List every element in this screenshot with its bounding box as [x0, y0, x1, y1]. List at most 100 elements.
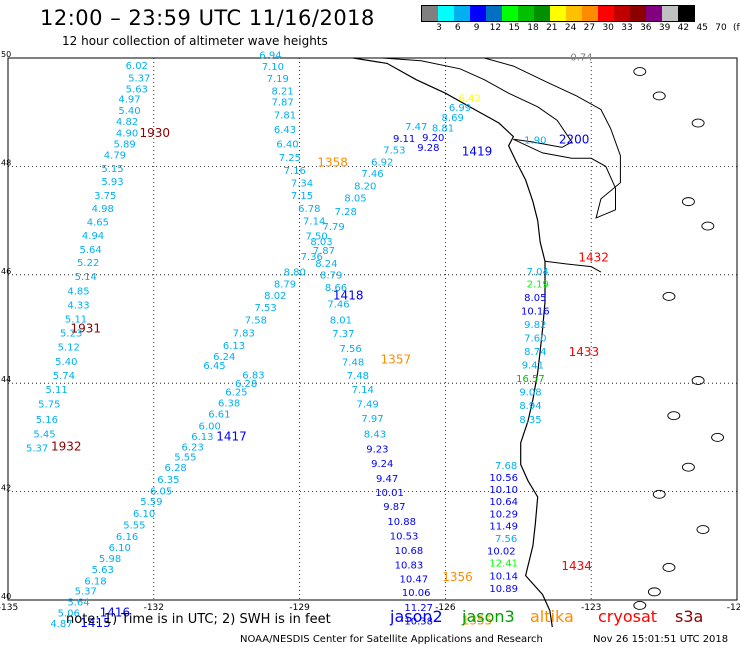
swh-value: 7.97: [361, 414, 383, 425]
swh-value: 7.49: [357, 400, 379, 411]
lat-tick-label: 44: [1, 375, 11, 384]
swh-value: 8.81: [432, 124, 454, 135]
footer-timestamp: Nov 26 15:01:51 UTC 2018: [593, 634, 729, 645]
lat-tick-label: 48: [1, 158, 11, 167]
swh-value: 9.23: [366, 445, 388, 456]
swh-value: 7.48: [342, 357, 364, 368]
swh-value: 10.01: [375, 488, 404, 499]
pass-time-label: 1417: [216, 430, 247, 444]
swh-value: 10.68: [395, 546, 424, 557]
inland-lake: [691, 118, 705, 128]
legend-swatch: [518, 6, 534, 21]
swh-value: 8.05: [524, 293, 546, 304]
legend-label: 45: [696, 23, 708, 33]
swh-value: 7.58: [245, 316, 267, 327]
pass-time-label: 1358: [317, 155, 348, 169]
swh-value: 5.74: [53, 371, 75, 382]
swh-value: 6.13: [191, 432, 213, 443]
swh-value: 6.02: [126, 61, 148, 72]
swh-value: 7.36: [301, 252, 323, 263]
legend-swatch: [454, 6, 470, 21]
swh-value: 5.45: [33, 429, 55, 440]
swh-value: 6.13: [223, 341, 245, 352]
inland-lake: [696, 525, 710, 534]
lon-tick-label: -123: [581, 603, 601, 613]
lat-tick-label: 42: [1, 484, 11, 493]
swh-value: 7.68: [495, 461, 517, 472]
swh-value: 10.64: [489, 497, 518, 508]
swh-value: 5.98: [99, 554, 121, 565]
mission-jason3-label: jason3: [462, 607, 515, 626]
legend-label: 70: [715, 23, 727, 33]
legend-swatch: [662, 6, 678, 21]
swh-value: 4.79: [104, 150, 126, 161]
swh-value: 6.78: [298, 204, 320, 215]
swh-value: 6.40: [276, 139, 298, 150]
swh-value: 7.15: [291, 191, 313, 202]
swh-value: 5.22: [77, 258, 99, 269]
swh-value: 4.98: [92, 204, 114, 215]
pass-time-label: 1432: [578, 250, 609, 264]
swh-value: 8.80: [284, 267, 306, 278]
swh-value: 16.57: [516, 374, 545, 385]
legend-label: 39: [658, 23, 671, 33]
swh-value: 10.29: [489, 510, 518, 521]
swh-value: 6.18: [84, 576, 106, 587]
swh-value: 5.75: [38, 400, 60, 411]
map-subtitle: 12 hour collection of altimeter wave hei…: [62, 34, 328, 48]
pass-time-label: 1419: [462, 145, 493, 159]
pass-time-label: 1418: [333, 289, 364, 303]
swh-value: 7.46: [361, 169, 383, 180]
swh-value: 5.12: [58, 343, 80, 354]
swh-value: 8.05: [344, 194, 366, 205]
swh-value: 7.28: [335, 207, 357, 218]
swh-value: 10.83: [395, 561, 424, 572]
swh-value: 5.55: [123, 520, 145, 531]
legend-swatch: [470, 6, 486, 21]
lon-tick-label: -126: [435, 603, 456, 613]
swh-value: 6.99: [449, 103, 471, 114]
swh-value: 8.66: [325, 283, 347, 294]
swh-value: 6.16: [116, 532, 138, 543]
swh-value: 7.16: [284, 166, 306, 177]
legend-label: 30: [602, 23, 614, 33]
coastline: [353, 57, 553, 628]
swh-value: 9.41: [522, 361, 544, 372]
swh-value: 6.10: [133, 509, 155, 520]
legend-swatch: [534, 6, 550, 21]
swh-value: 10.06: [402, 588, 431, 599]
swh-value: 10.53: [390, 531, 419, 542]
swh-value: 7.25: [279, 153, 301, 164]
swh-value: 6.28: [165, 463, 187, 474]
legend-swatch: [630, 6, 646, 21]
swh-value: 4.97: [118, 94, 140, 105]
swh-value: 7.14: [303, 216, 325, 227]
swh-value: 7.60: [524, 333, 546, 344]
swh-value: 5.06: [58, 608, 80, 619]
pass-time-label: 1356: [442, 570, 473, 584]
swh-value: 7.34: [291, 178, 313, 189]
pass-time-label: 1434: [561, 559, 592, 573]
legend-label: 18: [527, 23, 539, 33]
legend-swatch: [502, 6, 518, 21]
swh-value: 6.05: [150, 486, 172, 497]
legend-label: 9: [473, 23, 480, 33]
swh-value: 7.83: [233, 329, 255, 340]
swh-value: 9.47: [376, 474, 398, 485]
swh-value: 9.82: [524, 320, 546, 331]
swh-value: 10.02: [487, 546, 516, 557]
legend-label: 3: [436, 23, 442, 33]
mission-s3a-label: s3a: [675, 607, 704, 626]
pass-time-label: 1415: [80, 616, 111, 630]
legend-swatch: [550, 6, 566, 21]
inland-lake: [647, 587, 661, 597]
inland-lake: [652, 489, 666, 499]
inland-lake: [681, 197, 695, 207]
swh-value: 10.10: [489, 485, 518, 496]
swh-value: 10.47: [399, 575, 428, 586]
swh-value: 4.90: [116, 129, 138, 140]
inland-lake: [691, 376, 705, 385]
swh-value: 10.14: [489, 571, 518, 582]
lat-tick-label: 46: [1, 267, 11, 276]
